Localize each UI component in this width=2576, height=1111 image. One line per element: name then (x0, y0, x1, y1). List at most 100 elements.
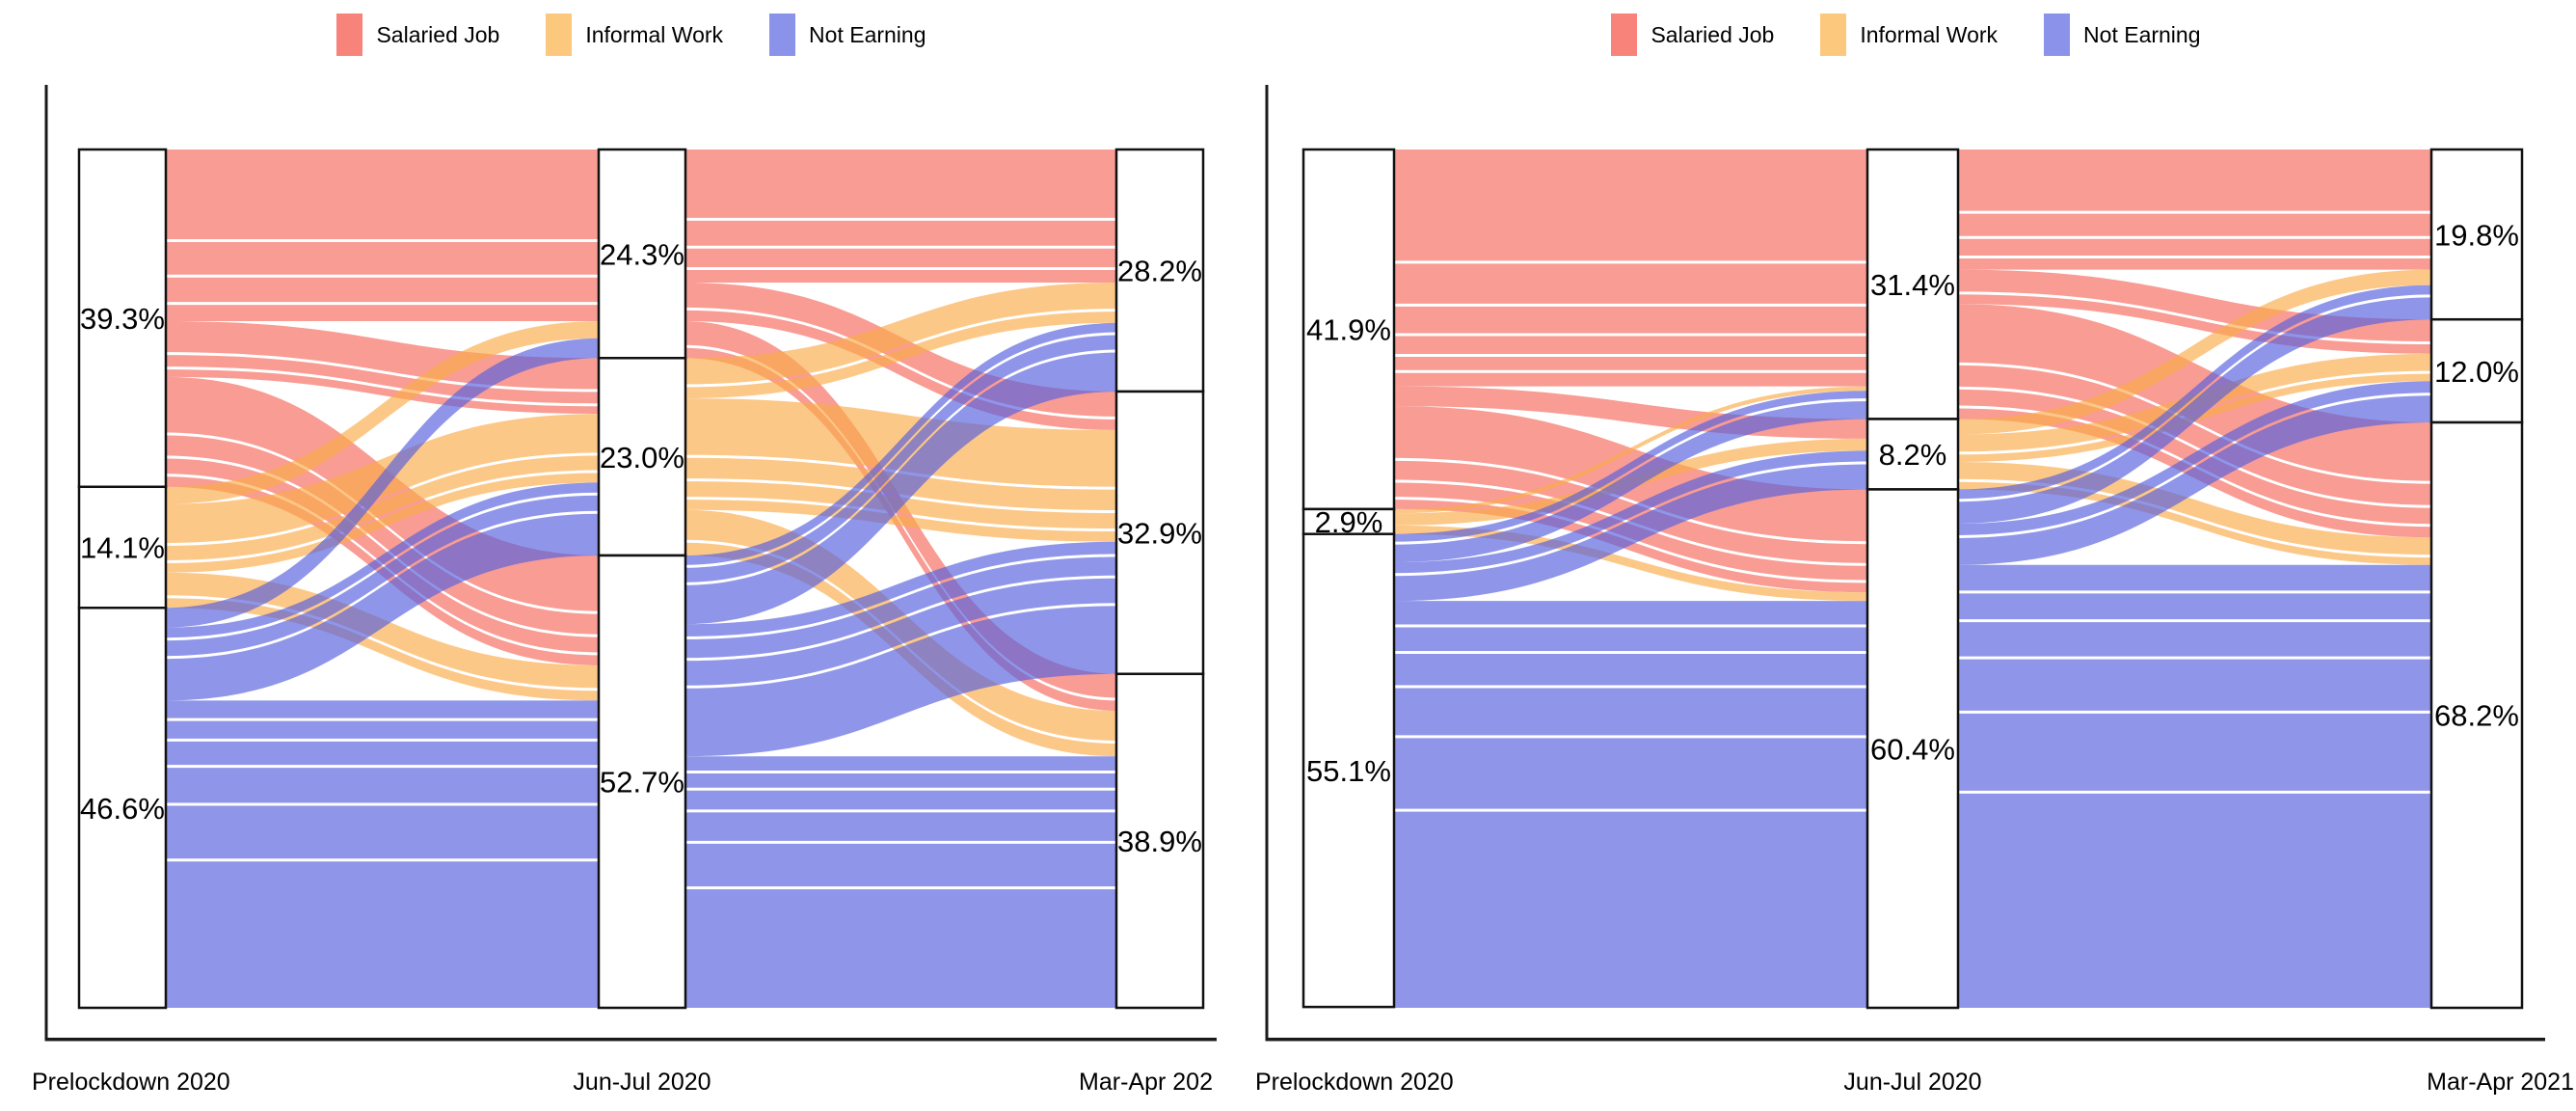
flow-ribbon-notearning (684, 772, 1118, 788)
flow-ribbon-salaried (1956, 213, 2433, 236)
node-value-label: 55.1% (1306, 754, 1391, 788)
node-value-label: 38.9% (1117, 825, 1202, 858)
flow-ribbon-notearning (164, 861, 601, 1008)
node-box (77, 485, 168, 610)
flow-ribbon-informal (164, 321, 601, 504)
flow-ribbon-salaried (164, 149, 601, 239)
not-earning-swatch (769, 14, 796, 56)
flow-ribbon-salaried (684, 310, 1118, 431)
x-axis-line (1265, 1038, 2545, 1042)
flow-ribbon-notearning (1392, 464, 1869, 602)
flow-ribbon-notearning (1956, 593, 2433, 620)
flow-ribbon-notearning (1392, 627, 1869, 651)
node-box (597, 554, 687, 1010)
flow-layer-panel-0 (164, 149, 1118, 1008)
flow-ribbon-notearning (1956, 564, 2433, 591)
flow-ribbon-salaried (684, 270, 1118, 283)
flow-ribbon-informal (164, 473, 601, 573)
flow-ribbon-notearning (684, 812, 1118, 841)
flow-ribbon-notearning (1392, 811, 1869, 1008)
node-value-label: 60.4% (1870, 732, 1955, 766)
flow-ribbon-notearning (1956, 285, 2433, 500)
flow-ribbon-notearning (684, 322, 1118, 565)
node-value-label: 14.1% (80, 531, 165, 565)
node-value-label: 52.7% (600, 766, 684, 799)
legend-label: Informal Work (585, 21, 724, 47)
node-box (77, 607, 168, 1010)
node-box (1114, 148, 1205, 393)
flow-ribbon-notearning (1392, 391, 1869, 542)
node-value-label: 19.8% (2434, 218, 2519, 252)
flow-ribbon-salaried (164, 241, 601, 275)
legend-item-salaried-job: Salaried Job (336, 14, 499, 56)
x-axis-label: Jun-Jul 2020 (1843, 1069, 1981, 1096)
legend-item-salaried-job: Salaried Job (1611, 14, 1774, 56)
node-value-label: 41.9% (1306, 313, 1391, 347)
flow-ribbon-notearning (164, 482, 601, 638)
node-box (2429, 420, 2524, 1010)
node-box (1865, 418, 1960, 491)
flow-ribbon-notearning (1956, 395, 2433, 565)
flow-ribbon-notearning (1956, 793, 2433, 1008)
node-value-label: 39.3% (80, 302, 165, 336)
flow-ribbon-notearning (164, 741, 601, 766)
node-value-label: 24.3% (600, 237, 684, 271)
flow-ribbon-notearning (1956, 659, 2433, 711)
flow-ribbon-notearning (164, 338, 601, 628)
flow-ribbon-salaried (1392, 263, 1869, 304)
flow-ribbon-salaried (164, 369, 601, 415)
flow-ribbon-notearning (1956, 297, 2433, 525)
flow-ribbon-notearning (164, 700, 601, 718)
flow-ribbon-notearning (684, 578, 1118, 686)
node-box (2429, 148, 2524, 321)
node-value-label: 12.0% (2434, 355, 2519, 389)
flow-ribbon-notearning (1392, 653, 1869, 686)
flow-ribbon-salaried (164, 435, 601, 635)
node-layer-panel-0: 39.3% 14.1% 46.6% 24.3% 23.0% 52.7% 28.2% 32.9%… (77, 148, 1205, 1010)
flow-ribbon-notearning (684, 606, 1118, 757)
x-axis-line (44, 1038, 1217, 1042)
flow-ribbon-notearning (1392, 401, 1869, 563)
node-box (1114, 390, 1205, 676)
node-value-label: 32.9% (1117, 517, 1202, 551)
flow-ribbon-salaried (1392, 149, 1869, 261)
flow-ribbon-informal (1956, 269, 2433, 435)
flow-ribbon-notearning (1392, 688, 1869, 736)
flow-ribbon-salaried (1956, 365, 2433, 505)
flow-ribbon-informal (164, 572, 601, 689)
flow-ribbon-salaried (1956, 258, 2433, 270)
flow-layer-panel-1 (1392, 149, 2433, 1008)
node-box (1301, 532, 1396, 1009)
node-box (1865, 148, 1960, 420)
legend-left: Salaried Job Informal Work Not Earning (46, 6, 1217, 64)
node-value-label: 28.2% (1117, 255, 1202, 288)
node-layer-panel-1: 41.9%2.9%55.1%31.4%8.2%60.4%19.8%12.0%68… (1301, 148, 2524, 1010)
flow-ribbon-notearning (684, 352, 1118, 625)
flow-ribbon-notearning (684, 335, 1118, 583)
flow-ribbon-notearning (1392, 738, 1869, 809)
flow-ribbon-informal (1956, 481, 2433, 565)
flow-ribbon-salaried (1392, 306, 1869, 334)
flow-ribbon-notearning (164, 768, 601, 803)
flow-ribbon-salaried (1956, 294, 2433, 354)
flow-ribbon-informal (1392, 386, 1869, 514)
flow-ribbon-informal (164, 598, 601, 701)
node-value-label: 46.6% (80, 792, 165, 826)
legend-label: Not Earning (809, 21, 926, 47)
flow-ribbon-notearning (164, 513, 601, 701)
node-box (1114, 672, 1205, 1010)
salaried-job-swatch (336, 14, 363, 56)
legend-label: Salaried Job (1650, 21, 1775, 47)
flow-ribbon-notearning (1392, 450, 1869, 574)
flow-ribbon-notearning (684, 556, 1118, 659)
flow-ribbon-salaried (684, 149, 1118, 218)
node-box (1865, 488, 1960, 1010)
x-axis-label: Mar-Apr 2021 (2427, 1069, 2574, 1096)
flow-ribbon-notearning (684, 756, 1118, 771)
x-axis-label: Mar-Apr 202 (1079, 1069, 1213, 1096)
legend-item-not-earning: Not Earning (2044, 14, 2201, 56)
flow-ribbon-salaried (1392, 356, 1869, 370)
flow-ribbon-notearning (684, 541, 1118, 637)
